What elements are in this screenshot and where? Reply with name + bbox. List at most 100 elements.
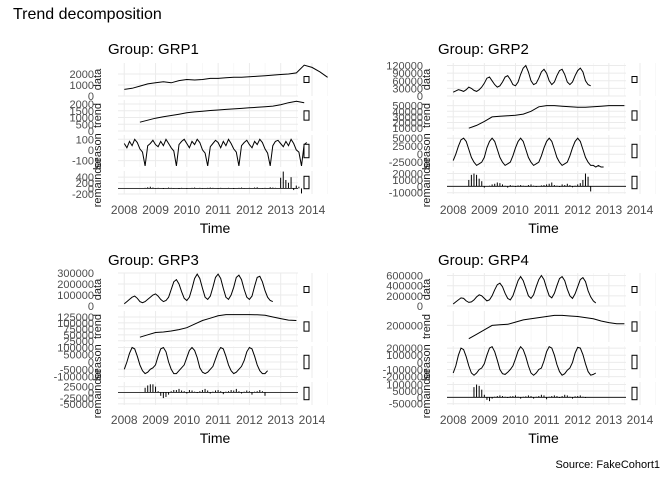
y-tick-label: 1000 [70, 113, 94, 125]
y-tick-label: -200000 [383, 372, 423, 384]
range-bar [303, 286, 310, 293]
range-bar [631, 286, 638, 293]
y-tick-label: 0 [88, 145, 94, 157]
x-tick-label: 2010 [502, 203, 529, 217]
y-tick-label: 300000 [57, 268, 94, 280]
facet-1: Group: GRP1data010002000trend05001000150… [70, 41, 328, 236]
y-tick-label: 0 [88, 357, 94, 369]
y-tick-label: 25000 [392, 141, 423, 153]
x-tick-label: 2012 [236, 203, 263, 217]
panel-background [447, 100, 640, 131]
x-tick-label: 2008 [111, 203, 138, 217]
panel-label: season [421, 344, 433, 379]
panel-label: trend [421, 314, 433, 339]
y-tick-label: 25000 [63, 336, 94, 348]
x-tick-label: 2013 [596, 413, 623, 427]
y-tick-label: -200 [72, 189, 94, 201]
range-bar [631, 321, 638, 332]
y-tick-label: 0 [417, 392, 423, 404]
x-tick-label: 2014 [299, 203, 326, 217]
x-axis-title: Time [528, 220, 559, 236]
x-tick-label: 2014 [627, 413, 654, 427]
y-tick-label: 2000 [70, 99, 94, 111]
y-tick-label: 0 [88, 301, 94, 313]
y-tick-label: 2000 [70, 69, 94, 81]
panel-label: trend [92, 103, 104, 128]
facet-title: Group: GRP2 [438, 41, 529, 58]
y-tick-label: 30000 [392, 112, 423, 124]
x-tick-label: 2014 [627, 203, 654, 217]
y-tick-label: 100 [76, 134, 94, 146]
panel-background [447, 171, 640, 194]
range-bar [303, 386, 310, 401]
y-tick-label: 200000 [57, 279, 94, 291]
y-tick-label: 200 [76, 178, 94, 190]
panel-background [118, 382, 312, 405]
series-line [452, 64, 591, 93]
y-tick-label: 600000 [386, 271, 423, 283]
panel-background [447, 63, 640, 96]
range-bar [631, 110, 638, 121]
y-tick-label: 40000 [392, 106, 423, 118]
y-tick-label: 50000 [392, 386, 423, 398]
range-bar [303, 175, 310, 190]
facet-title: Group: GRP3 [108, 252, 199, 269]
y-tick-label: 10000 [392, 175, 423, 187]
range-bar [303, 143, 310, 159]
range-bar [631, 143, 638, 159]
y-tick-label: 50000 [392, 133, 423, 145]
x-tick-label: 2012 [236, 413, 263, 427]
y-tick-label: 100000 [57, 342, 94, 354]
y-tick-label: 0 [88, 126, 94, 138]
y-tick-label: -100000 [383, 364, 423, 376]
x-tick-label: 2008 [111, 413, 138, 427]
x-axis-title: Time [200, 430, 231, 446]
y-tick-label: 20000 [392, 169, 423, 181]
x-tick-label: 2008 [440, 203, 467, 217]
x-tick-label: 2012 [564, 203, 591, 217]
series-line [468, 314, 625, 340]
x-tick-label: 2013 [267, 203, 294, 217]
panel-label: remainder [92, 157, 104, 207]
y-tick-label: -50000 [60, 364, 94, 376]
chart-caption: Source: FakeCohort1 [555, 459, 660, 471]
x-tick-label: 2009 [142, 413, 169, 427]
y-tick-label: 50000 [63, 330, 94, 342]
y-tick-label: 0 [417, 357, 423, 369]
y-tick-label: -100000 [54, 372, 94, 384]
y-tick-label: 0 [417, 301, 423, 313]
y-tick-label: 1500 [70, 106, 94, 118]
range-bar [303, 321, 310, 332]
y-tick-label: 30000 [392, 83, 423, 95]
y-tick-label: 0 [88, 183, 94, 195]
y-tick-label: 100000 [57, 318, 94, 330]
panel-label: season [421, 133, 433, 168]
y-tick-label: 200000 [386, 343, 423, 355]
y-tick-label: 0 [417, 181, 423, 193]
series-line [123, 273, 273, 305]
y-tick-label: 75000 [63, 324, 94, 336]
y-tick-label: -50000 [389, 399, 423, 411]
x-tick-label: 2011 [205, 203, 231, 217]
panel-background [447, 135, 640, 167]
y-tick-label: 60000 [392, 76, 423, 88]
x-tick-label: 2011 [534, 203, 560, 217]
range-bar [631, 354, 638, 370]
y-tick-label: -50000 [60, 399, 94, 411]
x-tick-label: 2009 [471, 203, 498, 217]
panel-label: remainder [92, 368, 104, 418]
y-tick-label: 50000 [63, 350, 94, 362]
series-line [123, 138, 308, 166]
panel-background [447, 311, 640, 342]
facet-title: Group: GRP1 [108, 41, 199, 58]
panel-background [447, 382, 640, 405]
x-tick-label: 2012 [564, 413, 591, 427]
y-tick-label: 100000 [386, 380, 423, 392]
y-tick-label: 0 [417, 91, 423, 103]
range-bar [631, 386, 638, 401]
